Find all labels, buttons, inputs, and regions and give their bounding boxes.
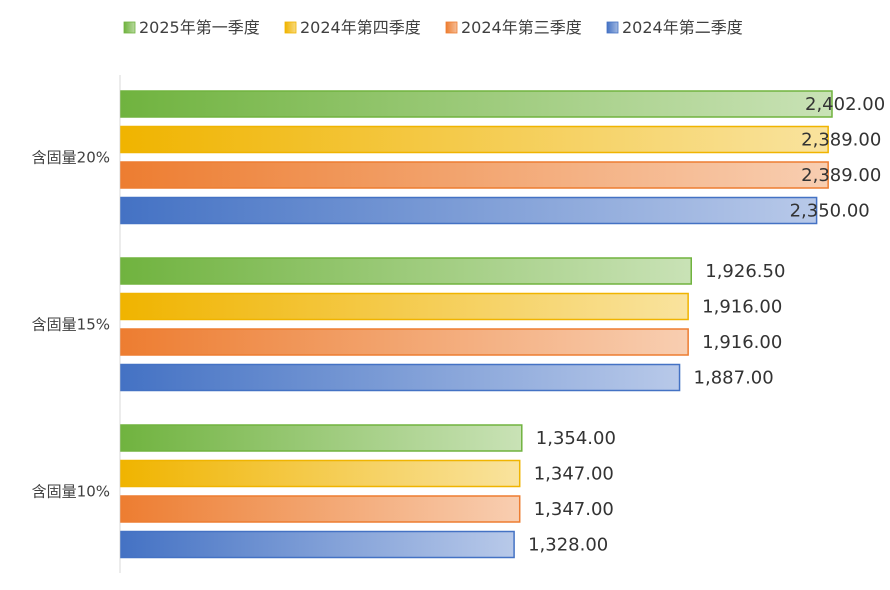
legend-item: 2025年第一季度 — [123, 18, 260, 37]
category-labels: 含固量20% 含固量15% 含固量10% — [32, 148, 110, 500]
bar — [120, 161, 829, 189]
data-label: 1,887.00 — [694, 368, 774, 389]
legend-label: 2024年第三季度 — [461, 18, 582, 37]
bar — [120, 363, 681, 392]
bar — [120, 90, 833, 118]
bars — [120, 90, 833, 559]
bar — [120, 328, 689, 356]
data-labels: 2,402.00 2,389.00 2,389.00 2,350.00 1,926.50… — [528, 94, 885, 556]
legend-item: 2024年第三季度 — [445, 18, 582, 37]
bar — [120, 495, 521, 523]
data-label: 2,389.00 — [801, 165, 881, 186]
category-label: 含固量15% — [32, 315, 110, 333]
data-label: 1,926.50 — [705, 261, 785, 282]
data-label: 2,389.00 — [801, 130, 881, 151]
data-label: 1,347.00 — [534, 464, 614, 485]
legend-swatch — [284, 21, 297, 34]
data-label: 1,916.00 — [702, 332, 782, 353]
legend-label: 2024年第四季度 — [300, 18, 421, 37]
category-label: 含固量20% — [32, 148, 110, 166]
legend-item: 2024年第四季度 — [284, 18, 421, 37]
bar — [120, 125, 829, 154]
legend-item: 2024年第二季度 — [606, 18, 743, 37]
legend-swatch — [606, 21, 619, 34]
data-label: 1,328.00 — [528, 535, 608, 556]
data-label: 2,350.00 — [790, 201, 870, 222]
category-label: 含固量10% — [32, 482, 110, 500]
legend-swatch — [445, 21, 458, 34]
data-label: 1,354.00 — [536, 428, 616, 449]
bar — [120, 459, 521, 488]
bar — [120, 292, 689, 321]
legend-label: 2024年第二季度 — [622, 18, 743, 37]
bar — [120, 530, 515, 559]
bar — [120, 257, 693, 285]
legend-swatch — [123, 21, 136, 34]
data-label: 1,916.00 — [702, 297, 782, 318]
data-label: 2,402.00 — [805, 94, 885, 115]
bar — [120, 196, 818, 225]
data-label: 1,347.00 — [534, 499, 614, 520]
bar — [120, 424, 523, 452]
legend-label: 2025年第一季度 — [139, 18, 260, 37]
legend: 2025年第一季度 2024年第四季度 2024年第三季度 2024年第二季度 — [123, 18, 743, 37]
